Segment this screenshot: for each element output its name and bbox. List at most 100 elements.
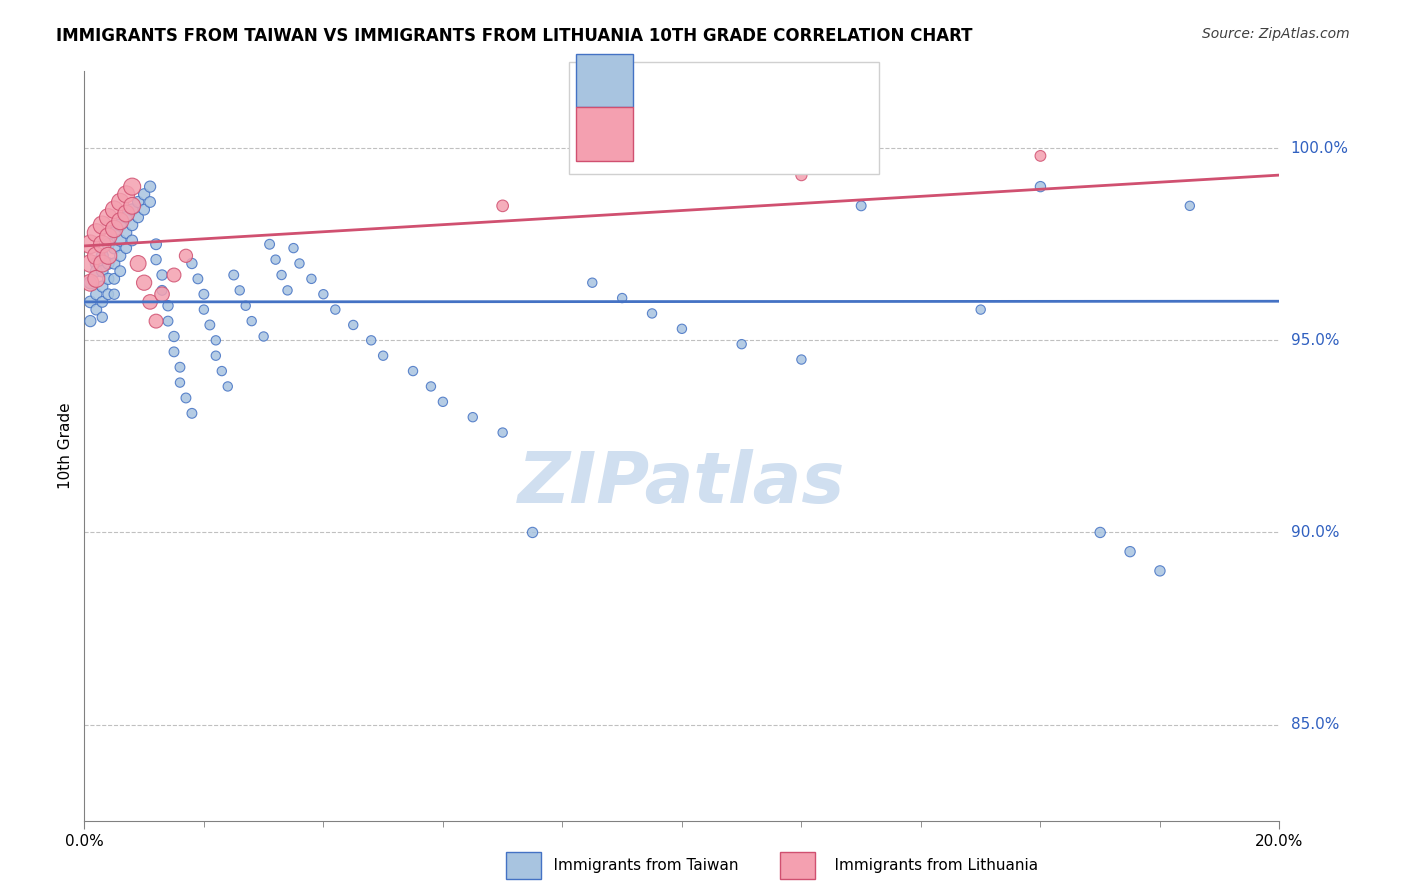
Point <box>522 525 544 540</box>
Point <box>91 218 114 232</box>
Point <box>115 241 138 255</box>
Point <box>110 214 132 228</box>
Point <box>91 264 114 278</box>
Point <box>110 218 132 232</box>
Point <box>121 218 143 232</box>
Point <box>641 306 664 320</box>
Point <box>145 237 167 252</box>
Point <box>91 256 114 270</box>
Point <box>150 268 173 282</box>
Point <box>139 294 162 309</box>
Point <box>264 252 287 267</box>
Point <box>1178 199 1201 213</box>
Point <box>103 272 125 286</box>
Text: IMMIGRANTS FROM TAIWAN VS IMMIGRANTS FROM LITHUANIA 10TH GRADE CORRELATION CHART: IMMIGRANTS FROM TAIWAN VS IMMIGRANTS FRO… <box>56 27 973 45</box>
Text: Immigrants from Taiwan: Immigrants from Taiwan <box>534 858 738 872</box>
Point <box>91 294 114 309</box>
Point <box>174 391 197 405</box>
Point <box>492 199 515 213</box>
Point <box>103 202 125 217</box>
Point <box>235 299 257 313</box>
Point <box>132 276 156 290</box>
Point <box>402 364 425 378</box>
Point <box>169 360 191 375</box>
Point <box>360 334 382 348</box>
Point <box>103 226 125 240</box>
Point <box>217 379 239 393</box>
Point <box>121 202 143 217</box>
Point <box>86 272 108 286</box>
Point <box>373 349 395 363</box>
Point <box>277 284 299 298</box>
Point <box>312 287 335 301</box>
Point <box>270 268 292 282</box>
Y-axis label: 10th Grade: 10th Grade <box>58 402 73 490</box>
Point <box>86 226 108 240</box>
Point <box>97 211 120 225</box>
Point <box>731 337 754 351</box>
Point <box>132 202 156 217</box>
Point <box>97 287 120 301</box>
Point <box>193 287 215 301</box>
Point <box>461 410 484 425</box>
Point <box>97 272 120 286</box>
Point <box>193 302 215 317</box>
Point <box>110 249 132 263</box>
Text: ZIPatlas: ZIPatlas <box>519 449 845 518</box>
Point <box>86 287 108 301</box>
Point <box>145 314 167 328</box>
Point <box>91 279 114 293</box>
Point <box>581 276 603 290</box>
Point <box>139 194 162 209</box>
Point <box>86 302 108 317</box>
Point <box>1119 544 1142 558</box>
Point <box>181 406 204 420</box>
Point <box>103 287 125 301</box>
Point <box>121 234 143 248</box>
Point <box>132 187 156 202</box>
Point <box>110 264 132 278</box>
Point <box>97 237 120 252</box>
Text: R = 0.323: R = 0.323 <box>654 125 744 143</box>
Point <box>79 314 101 328</box>
Point <box>103 256 125 270</box>
Point <box>163 268 186 282</box>
Point <box>91 237 114 252</box>
Point <box>110 234 132 248</box>
Point <box>325 302 347 317</box>
Point <box>86 264 108 278</box>
Point <box>157 314 180 328</box>
Point <box>283 241 305 255</box>
Point <box>121 179 143 194</box>
Point <box>301 272 323 286</box>
Point <box>174 249 197 263</box>
Point <box>205 349 228 363</box>
Point <box>139 179 162 194</box>
Point <box>150 287 173 301</box>
Point <box>79 276 101 290</box>
Point <box>492 425 515 440</box>
Text: 100.0%: 100.0% <box>1291 141 1348 156</box>
Point <box>259 237 281 252</box>
Text: N = 94: N = 94 <box>773 67 837 85</box>
Point <box>970 302 993 317</box>
Point <box>97 249 120 263</box>
Point <box>253 329 276 343</box>
Point <box>79 276 101 290</box>
Point <box>420 379 443 393</box>
Point <box>288 256 311 270</box>
Point <box>790 352 813 367</box>
Point <box>1029 149 1052 163</box>
Point <box>97 229 120 244</box>
Point <box>612 291 634 305</box>
Point <box>181 256 204 270</box>
Point <box>79 294 101 309</box>
Point <box>163 344 186 359</box>
Text: Source: ZipAtlas.com: Source: ZipAtlas.com <box>1202 27 1350 41</box>
Point <box>115 226 138 240</box>
Point <box>157 299 180 313</box>
Point <box>851 199 873 213</box>
Point <box>1090 525 1112 540</box>
Point <box>115 211 138 225</box>
Text: 85.0%: 85.0% <box>1291 717 1339 732</box>
